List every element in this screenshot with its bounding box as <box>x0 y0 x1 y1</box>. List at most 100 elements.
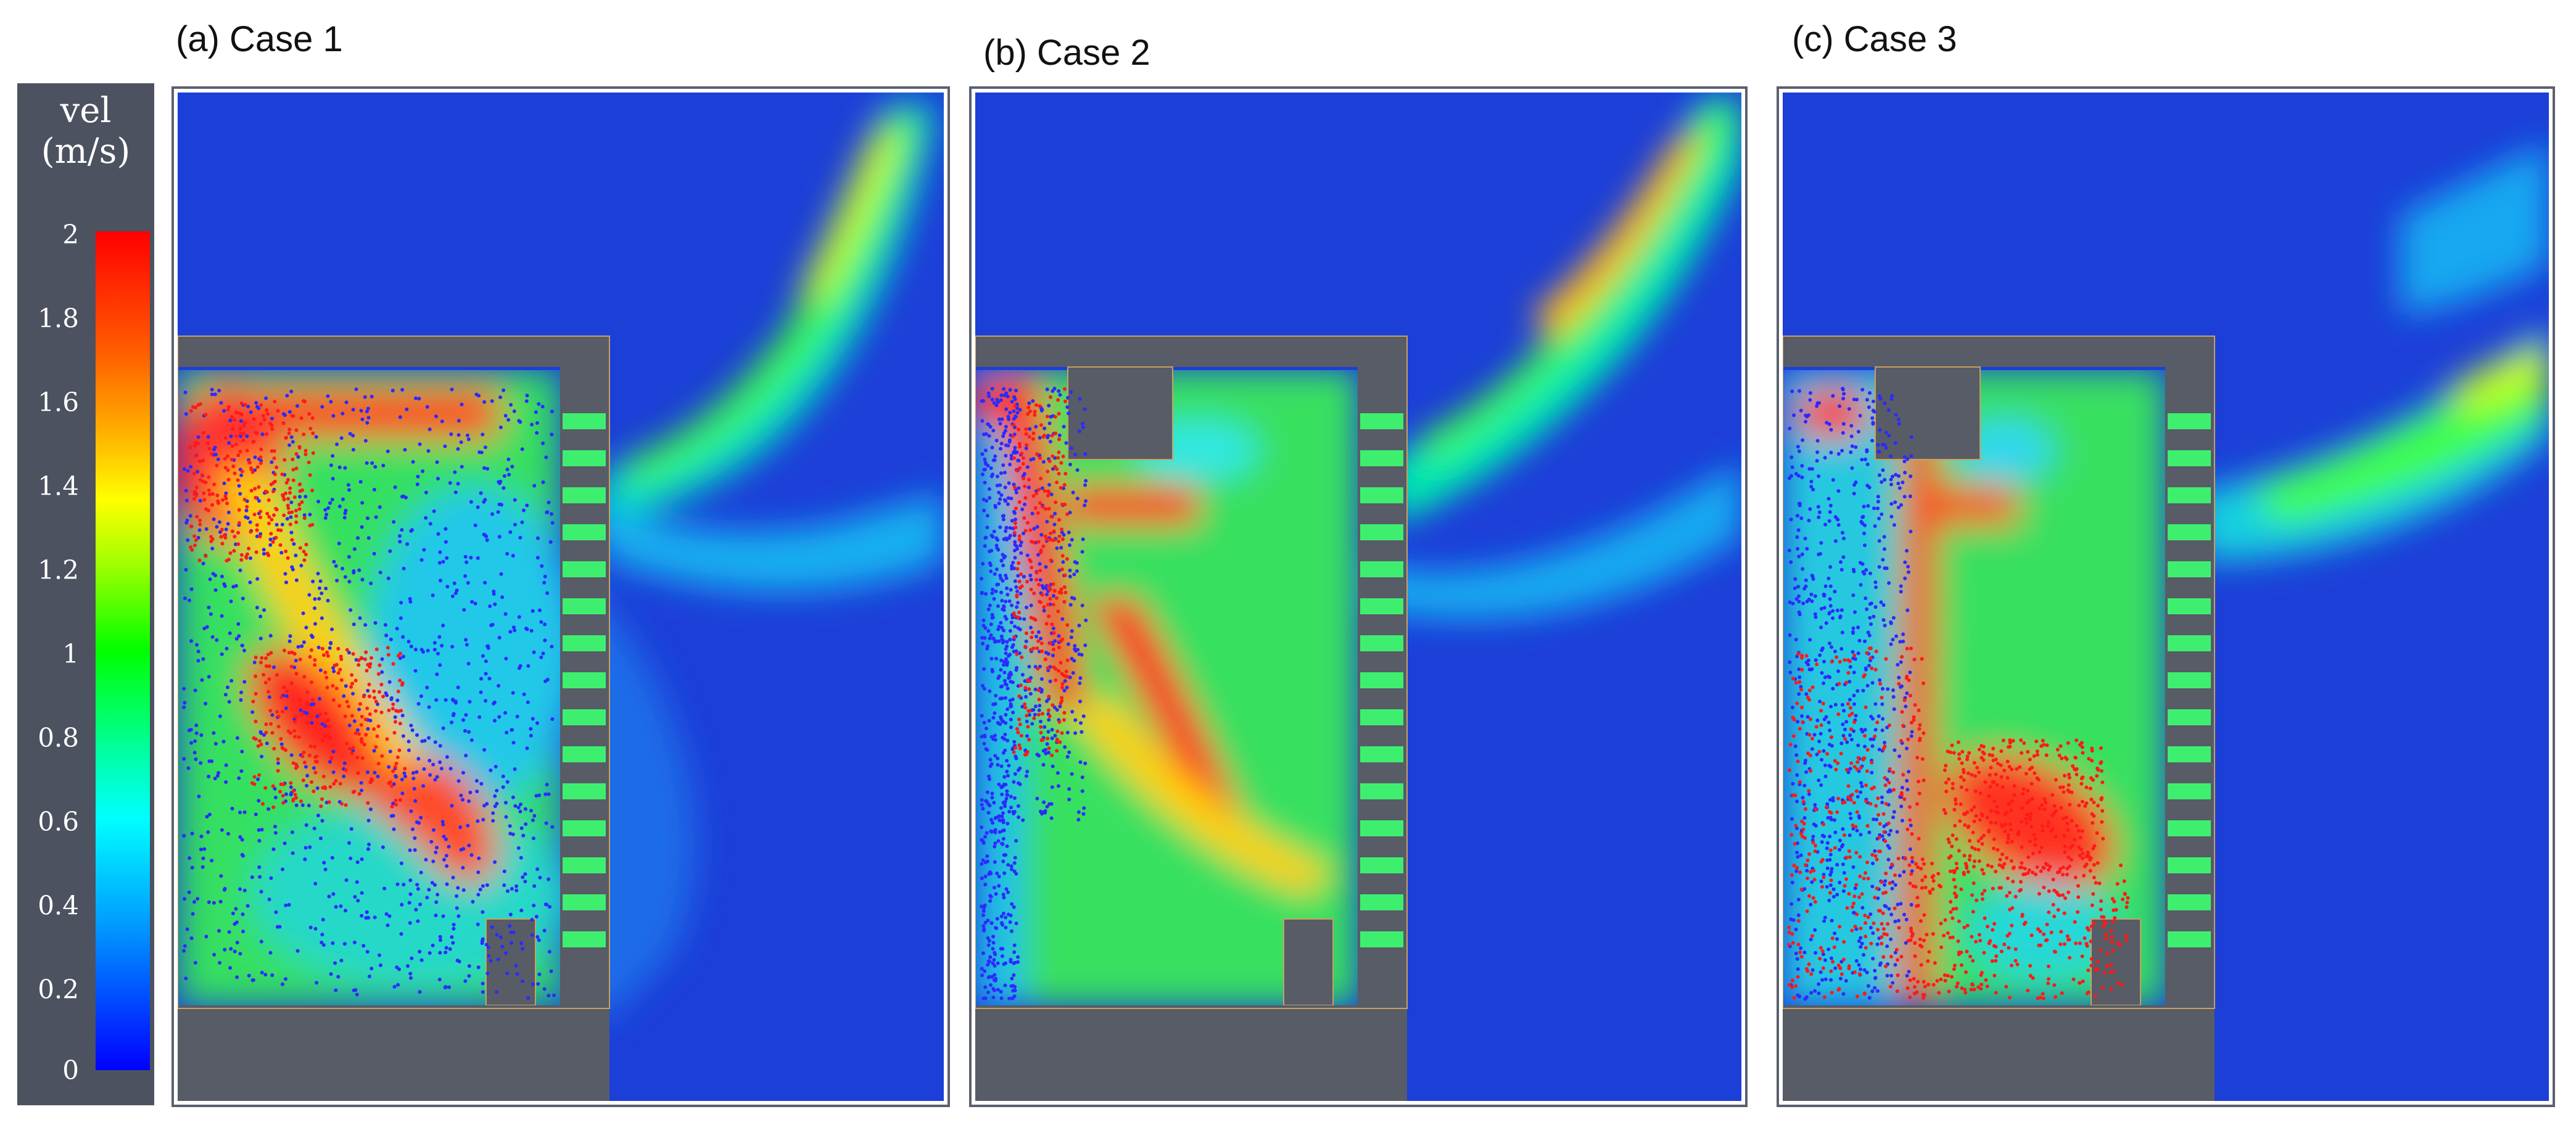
particle <box>2039 869 2043 873</box>
particle <box>1009 680 1013 684</box>
particle <box>496 957 500 962</box>
particle <box>217 389 221 393</box>
particle <box>1959 775 1963 779</box>
particle <box>1838 838 1842 843</box>
particle <box>2038 995 2042 1000</box>
particle <box>187 890 191 894</box>
particle <box>1872 506 1876 511</box>
particle <box>405 407 409 411</box>
particle <box>1860 562 1865 566</box>
particle <box>1029 603 1033 608</box>
particle <box>329 756 334 760</box>
particle <box>1862 992 1867 996</box>
particle <box>403 448 407 452</box>
particle <box>204 701 208 706</box>
particle <box>269 532 273 536</box>
particle <box>2083 804 2087 808</box>
particle <box>1055 737 1059 741</box>
particle <box>1003 799 1007 804</box>
particle <box>2074 824 2079 828</box>
particle <box>258 534 262 538</box>
particle <box>369 395 374 398</box>
particle <box>1004 573 1008 577</box>
particle <box>247 546 251 551</box>
particle <box>1986 863 1990 867</box>
particle <box>1877 565 1881 569</box>
particle <box>1895 989 1899 994</box>
particle <box>535 421 539 425</box>
particle <box>346 483 350 487</box>
particle <box>1037 698 1041 702</box>
particle <box>269 651 273 655</box>
particle <box>257 839 262 843</box>
particle <box>289 793 293 797</box>
particle <box>1017 743 1022 748</box>
particle <box>1067 787 1071 791</box>
particle <box>257 799 261 803</box>
particle <box>1018 782 1022 786</box>
particle <box>1027 485 1031 490</box>
particle <box>989 921 994 925</box>
particle <box>1010 929 1013 933</box>
particle <box>537 793 542 797</box>
particle <box>996 474 999 479</box>
particle <box>2088 786 2092 791</box>
particle <box>198 498 202 503</box>
particle <box>1838 976 1843 981</box>
particle <box>1829 878 1833 883</box>
particle <box>1005 586 1009 590</box>
particle <box>519 941 524 946</box>
particle <box>2065 872 2069 876</box>
particle <box>2084 942 2089 946</box>
particle <box>342 694 346 698</box>
particle <box>1952 870 1957 875</box>
particle <box>1889 620 1893 624</box>
particle <box>988 637 992 641</box>
particle <box>1828 883 1833 888</box>
particle <box>1971 958 1975 963</box>
particle <box>190 831 194 836</box>
particle <box>295 404 299 408</box>
particle <box>339 904 343 909</box>
particle <box>1878 682 1883 686</box>
particle <box>344 400 349 405</box>
particle <box>397 748 402 752</box>
particle <box>1864 667 1868 672</box>
particle <box>1056 456 1060 460</box>
particle <box>290 650 294 654</box>
particle <box>1054 667 1058 671</box>
particle <box>1954 895 1958 899</box>
particle <box>1815 459 1819 463</box>
particle <box>1884 431 1888 435</box>
particle <box>479 491 483 495</box>
particle <box>373 915 377 920</box>
particle <box>323 516 328 520</box>
particle <box>1875 720 1880 725</box>
particle <box>1023 686 1028 690</box>
particle <box>1994 870 1998 873</box>
particle <box>1020 704 1025 709</box>
particle <box>297 503 302 506</box>
particle <box>1979 812 1984 816</box>
particle <box>1915 802 1919 806</box>
particle <box>366 818 371 823</box>
particle <box>1818 970 1823 975</box>
particle <box>987 394 991 398</box>
particle <box>224 763 228 767</box>
particle <box>290 830 294 834</box>
particle <box>2008 741 2012 745</box>
particle <box>341 497 345 501</box>
particle <box>1068 543 1071 547</box>
particle <box>312 789 316 793</box>
particle <box>1867 664 1871 668</box>
particle <box>1798 727 1802 731</box>
particle <box>1790 465 1794 469</box>
particle <box>1061 537 1065 542</box>
particle <box>1892 707 1896 711</box>
particle <box>1010 519 1014 523</box>
particle <box>1875 942 1880 946</box>
particle <box>1013 517 1018 522</box>
particle <box>441 559 445 564</box>
particle <box>1851 826 1856 831</box>
particle <box>2122 879 2126 883</box>
